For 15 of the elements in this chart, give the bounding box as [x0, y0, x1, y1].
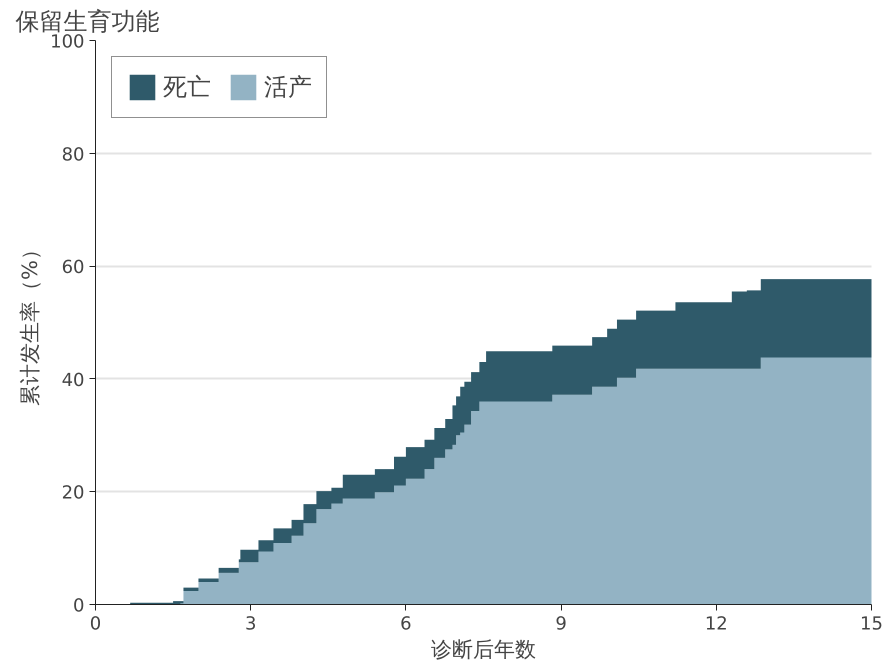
y-tick-label: 60: [62, 257, 84, 278]
x-tick-label: 3: [244, 614, 256, 634]
x-tick-label: 15: [860, 614, 883, 634]
y-tick-label: 80: [62, 144, 84, 166]
x-tick-label: 12: [704, 614, 728, 634]
x-tick-label: 6: [400, 614, 412, 634]
legend-label: 死亡: [163, 72, 211, 103]
legend-label: 活产: [264, 72, 312, 103]
y-tick-label: 0: [73, 596, 84, 616]
x-tick-label: 9: [555, 614, 567, 634]
y-tick-label: 20: [62, 482, 84, 504]
y-axis-title: 累计发生率（%）: [18, 239, 42, 406]
x-axis-title: 诊断后年数: [431, 638, 536, 662]
x-tick-label: 0: [90, 614, 102, 634]
y-tick-label: 40: [62, 370, 84, 391]
